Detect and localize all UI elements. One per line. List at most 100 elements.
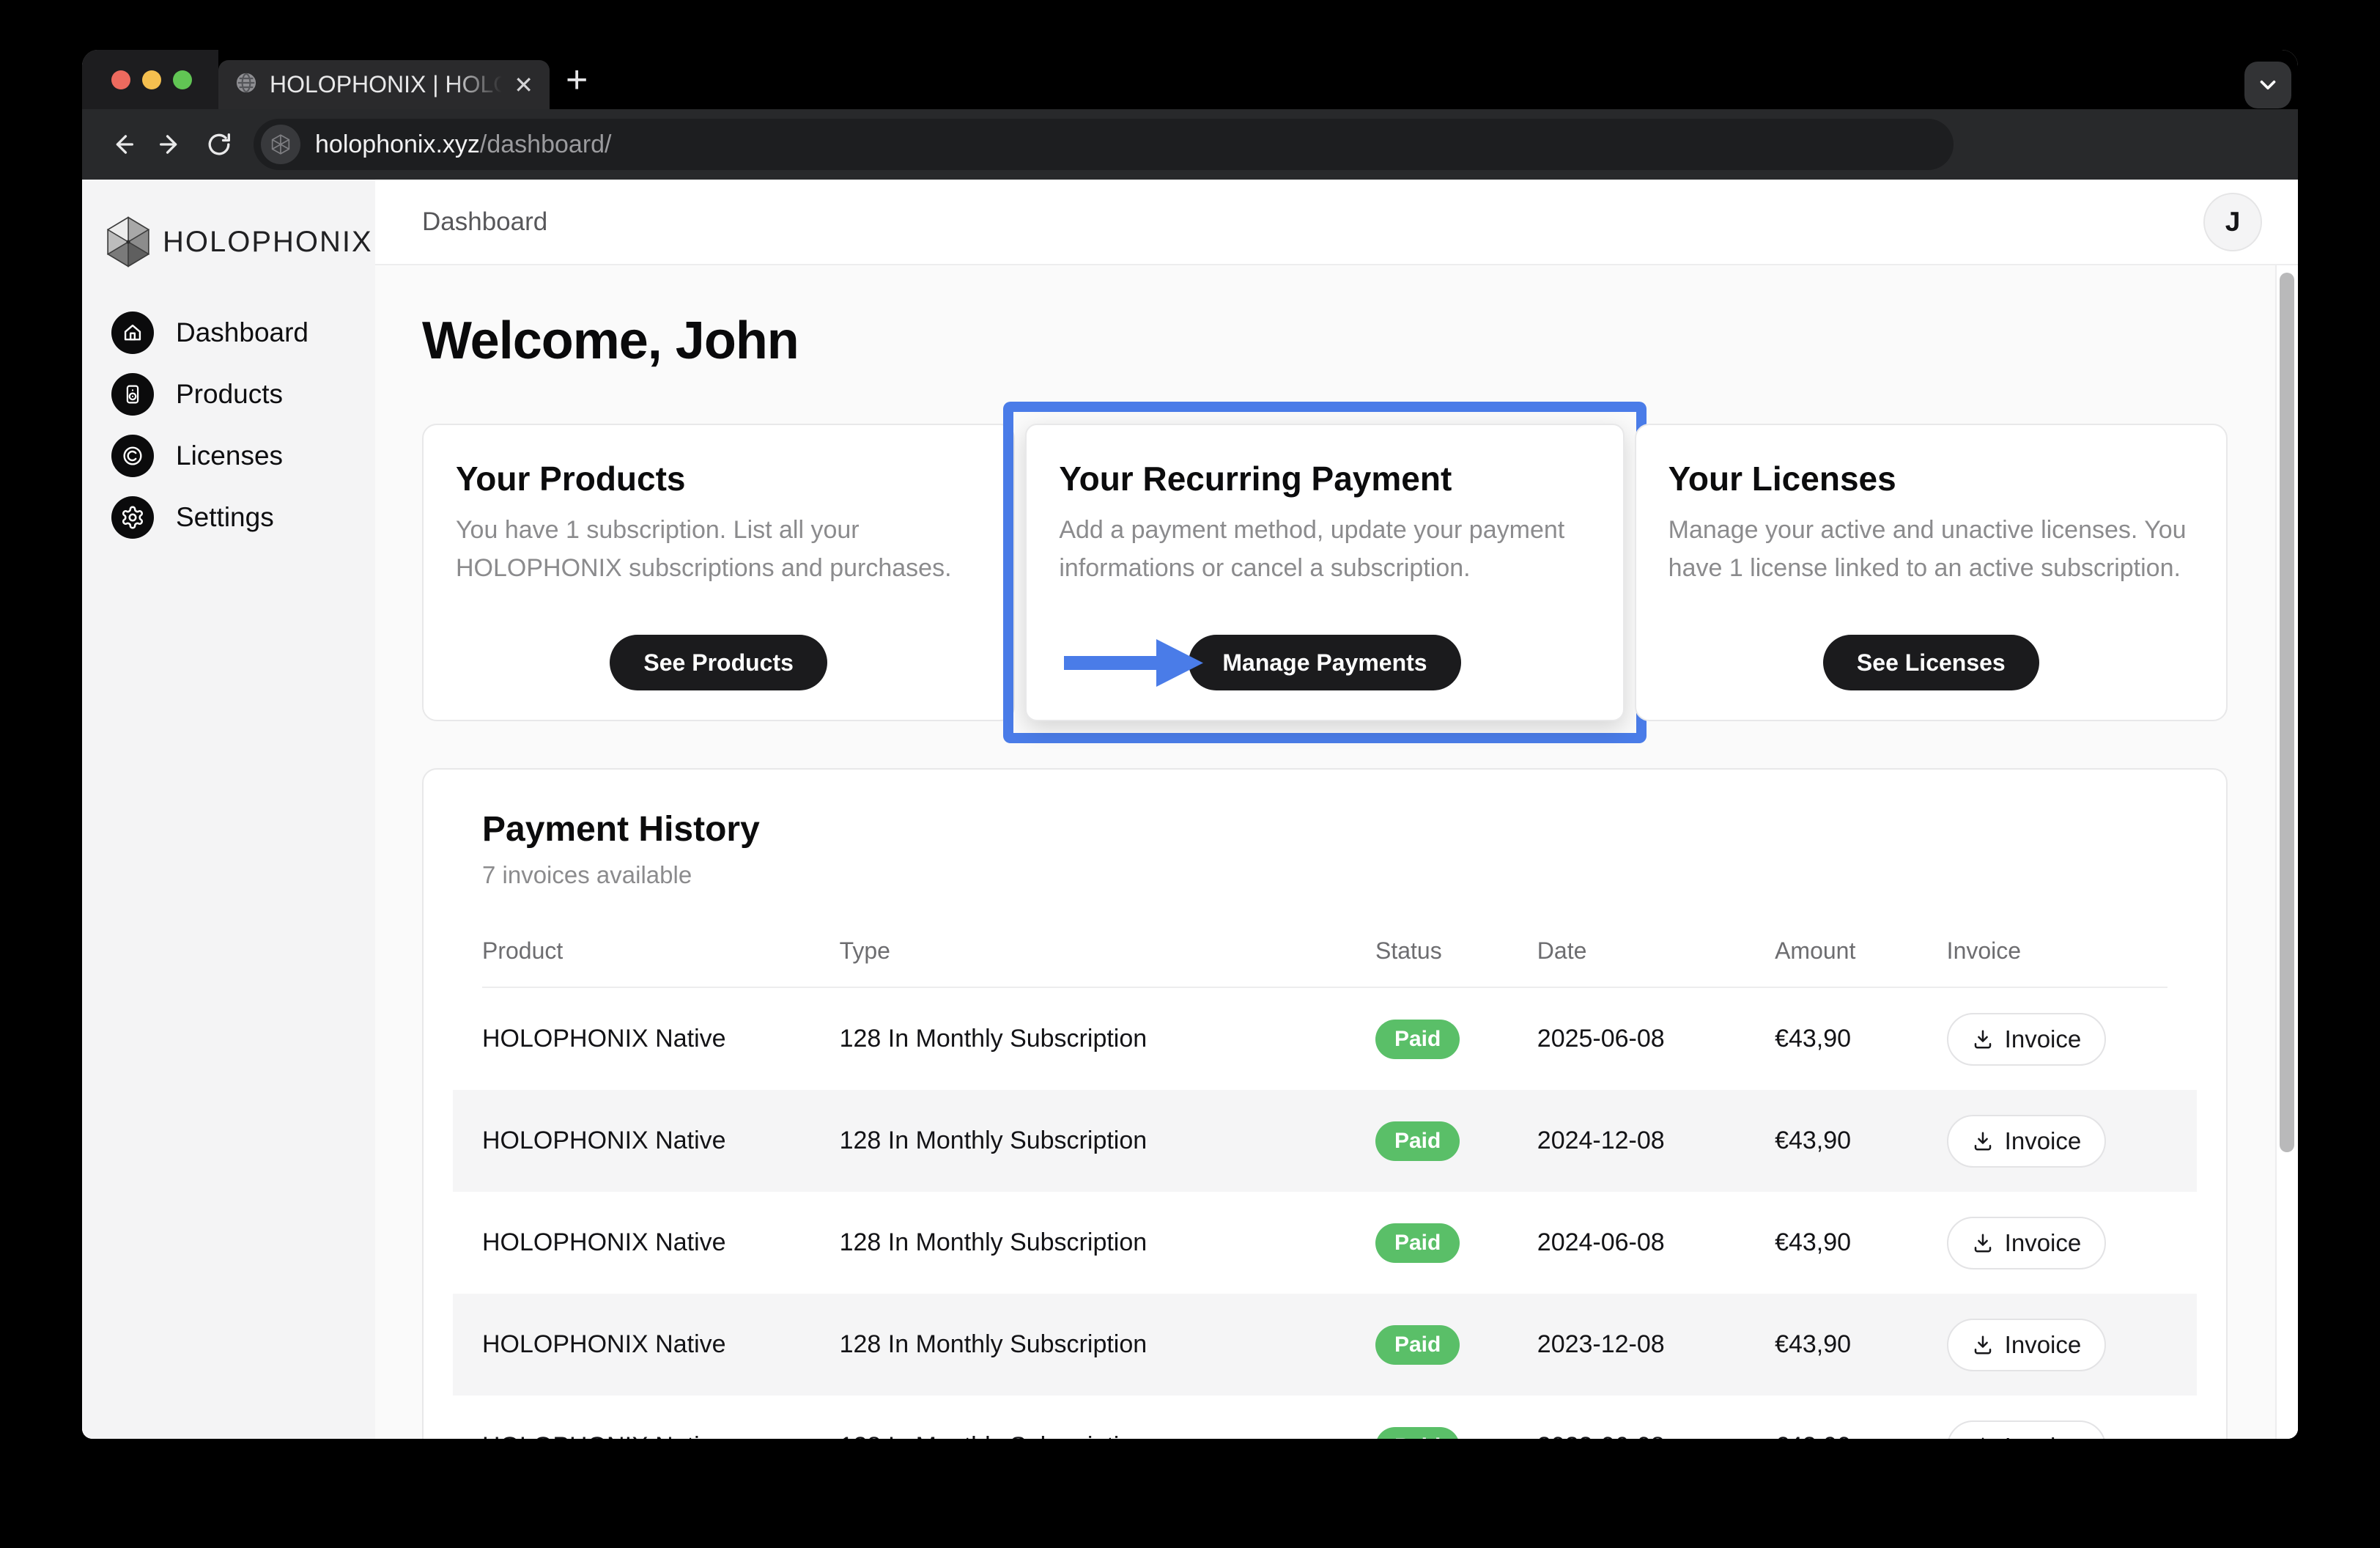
forward-arrow-icon [160,135,177,154]
download-icon [1981,1437,1984,1439]
invoice-download-button[interactable]: Invoice [1946,1216,2107,1269]
forward-button[interactable] [147,120,195,169]
tab-favicon-globe-icon [234,71,258,98]
cell-amount: €43,90 [1775,1432,1947,1439]
brand[interactable]: HOLOPHONIX [101,213,375,270]
sidebar-item-products[interactable]: Products [111,373,375,416]
invoice-button-label: Invoice [2004,1228,2082,1256]
scrollbar-thumb[interactable] [2280,273,2294,1152]
table-row: HOLOPHONIX Native 128 In Monthly Subscri… [453,988,2197,1090]
cell-status: Paid [1375,1019,1537,1059]
breadcrumb: Dashboard [422,207,548,236]
holophonix-logo-icon [106,216,150,268]
column-header-product: Product [482,937,563,964]
table-row: HOLOPHONIX Native 128 In Monthly Subscri… [453,1090,2197,1192]
back-button[interactable] [98,120,147,169]
download-icon [1974,1335,1991,1354]
payment-history-title: Payment History [482,810,760,849]
sidebar-item-dashboard[interactable]: Dashboard [111,312,375,354]
download-icon [1974,1030,1991,1048]
invoice-download-button[interactable]: Invoice [1946,1420,2107,1439]
sidebar: HOLOPHONIX Dashboard Products [82,180,375,1439]
page-title: Welcome, John [422,312,799,370]
cell-status: Paid [1375,1223,1537,1263]
invoice-download-button[interactable]: Invoice [1946,1012,2107,1066]
sidebar-item-label: Dashboard [176,317,309,347]
column-header-type: Type [839,937,890,964]
url-bar[interactable]: holophonix.xyz/dashboard/ [254,119,1954,170]
invoice-download-button[interactable]: Invoice [1946,1114,2107,1168]
zoom-window-button[interactable] [173,70,192,89]
browser-tab[interactable]: HOLOPHONIX | HOLOPHONIX ✕ [218,60,550,109]
home-icon [111,312,154,354]
highlight-annotation-box: Your Recurring Payment Add a payment met… [1003,402,1647,743]
copyright-icon [111,435,154,477]
table-header: Product Type Status Date Amount Invoice [482,937,2168,988]
brand-name: HOLOPHONIX [163,225,373,258]
sidebar-item-label: Products [176,379,284,409]
cell-amount: €43,90 [1775,1228,1852,1256]
manage-payments-button[interactable]: Manage Payments [1189,635,1461,690]
cell-product: HOLOPHONIX Native [482,1127,726,1154]
table-row: HOLOPHONIX Native 128 In Monthly Subscri… [453,1396,2197,1439]
download-icon [1974,1132,1991,1150]
sidebar-item-licenses[interactable]: Licenses [111,435,375,477]
see-licenses-button[interactable]: See Licenses [1822,635,2039,690]
site-favicon [261,125,300,164]
cell-date: 2024-12-08 [1537,1127,1665,1154]
sidebar-item-settings[interactable]: Settings [111,496,375,539]
close-window-button[interactable] [111,70,130,89]
cell-type: 128 In Monthly Subscription [839,1330,1148,1358]
cell-product: HOLOPHONIX Native [482,1432,840,1439]
column-header-status: Status [1375,937,1442,964]
column-header-date: Date [1537,937,1587,964]
url-host: holophonix.xyz [315,130,480,158]
status-badge: Paid [1375,1121,1460,1161]
holophonix-hexagon-icon [271,134,290,155]
card-recurring-payment: Your Recurring Payment Add a payment met… [1025,424,1625,721]
tab-search-chevron-button[interactable] [2244,62,2291,108]
cell-status: Paid [1375,1121,1537,1161]
new-tab-button[interactable]: + [566,58,588,101]
tab-strip: HOLOPHONIX | HOLOPHONIX ✕ + [82,50,2298,109]
cell-product: HOLOPHONIX Native [482,1330,726,1358]
card-your-products: Your Products You have 1 subscription. L… [422,424,1016,721]
status-badge: Paid [1375,1223,1460,1263]
card-description: Manage your active and unactive licenses… [1668,516,2187,582]
cell-type: 128 In Monthly Subscription [839,1025,1148,1053]
cell-amount: €43,90 [1775,1127,1852,1154]
invoice-button-label: Invoice [2004,1127,2082,1154]
card-your-licenses: Your Licenses Manage your active and una… [1634,424,2228,721]
table-row: HOLOPHONIX Native 128 In Monthly Subscri… [453,1294,2197,1396]
status-badge: Paid [1375,1426,1460,1439]
gear-icon [111,496,154,539]
cell-amount: €43,90 [1775,1025,1852,1053]
card-description: Add a payment method, update your paymen… [1059,516,1565,582]
cell-amount: €43,90 [1775,1330,1852,1358]
scrollbar-track[interactable] [2275,265,2298,1439]
download-icon [1974,1234,1991,1252]
cell-date: 2023-12-08 [1537,1330,1665,1358]
cell-status: Paid [1375,1426,1537,1439]
status-badge: Paid [1375,1019,1460,1059]
cell-product: HOLOPHONIX Native [482,1025,726,1053]
cell-date: 2025-06-08 [1537,1025,1665,1053]
cell-type: 128 In Monthly Subscription [839,1228,1148,1256]
reload-icon [208,133,230,155]
avatar[interactable]: J [2203,192,2262,251]
minimize-window-button[interactable] [142,70,161,89]
cell-type: 128 In Monthly Subscription [840,1432,1375,1439]
cell-date: 2024-06-08 [1537,1228,1665,1256]
cell-invoice: Invoice [1946,1012,2168,1066]
payment-history-subtitle: 7 invoices available [482,861,692,888]
see-products-button[interactable]: See Products [610,635,827,690]
column-header-invoice: Invoice [1946,937,2022,964]
table-row: HOLOPHONIX Native 128 In Monthly Subscri… [453,1192,2197,1294]
page-header: Dashboard J [375,180,2298,265]
url-text: holophonix.xyz/dashboard/ [315,130,612,159]
reload-button[interactable] [195,120,243,169]
cell-product: HOLOPHONIX Native [482,1228,726,1256]
tab-close-icon[interactable]: ✕ [514,71,533,98]
invoice-download-button[interactable]: Invoice [1946,1318,2107,1371]
browser-window: HOLOPHONIX | HOLOPHONIX ✕ + [82,50,2298,1439]
